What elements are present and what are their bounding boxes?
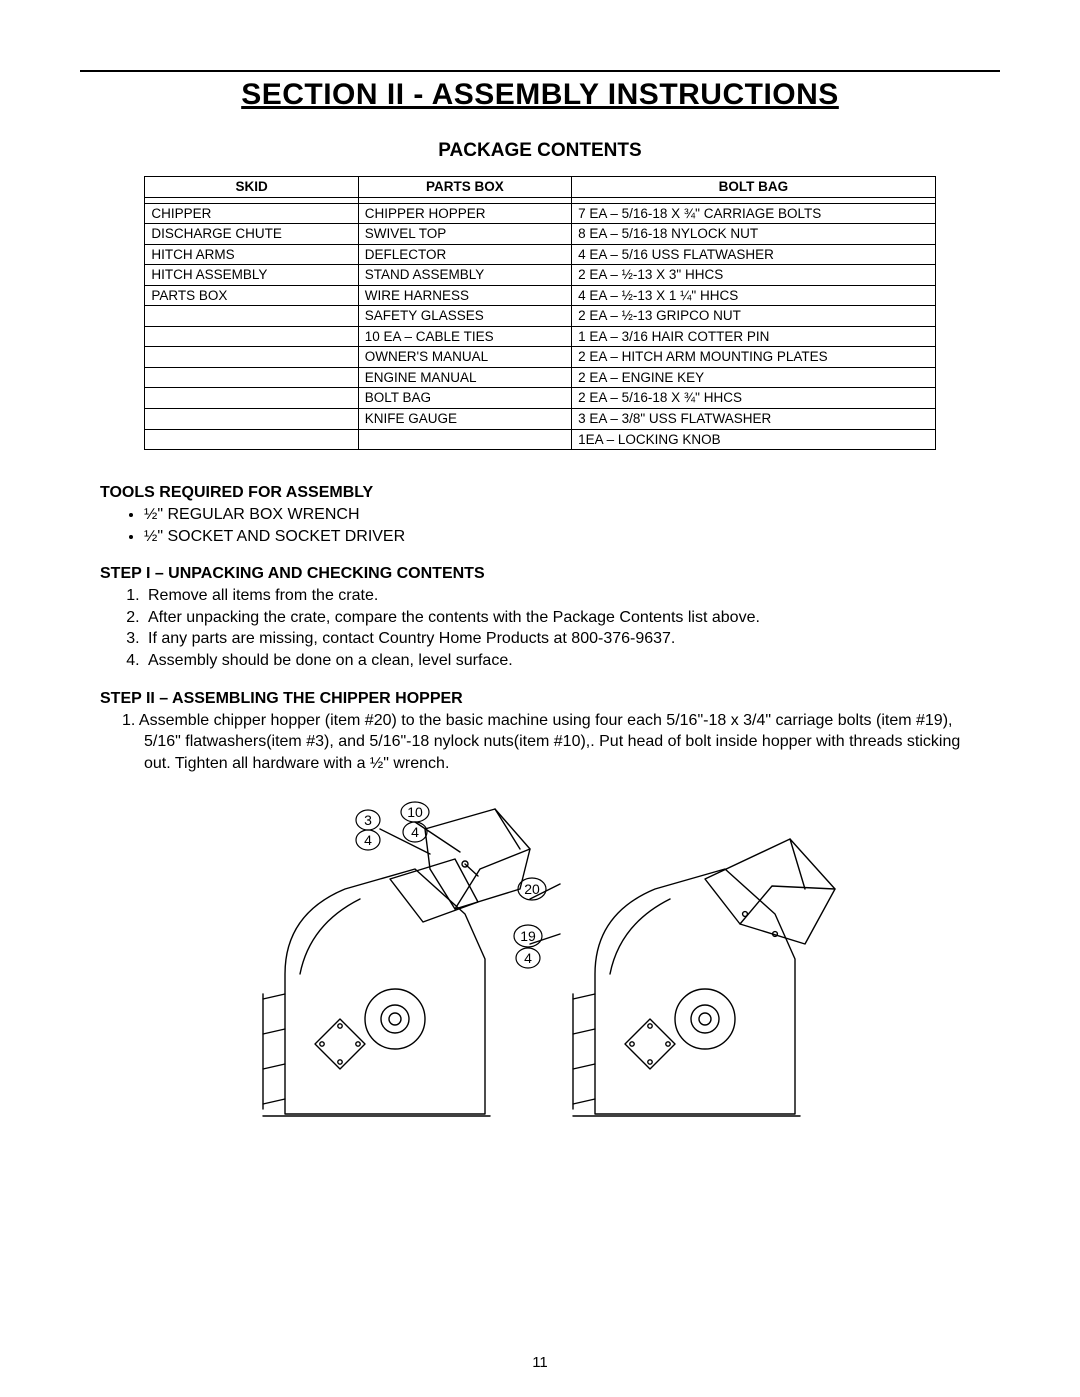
table-cell: BOLT BAG <box>358 388 571 409</box>
th-skid: SKID <box>145 177 358 198</box>
table-cell <box>145 306 358 327</box>
callout-19: 19 <box>520 928 536 944</box>
th-parts-box: PARTS BOX <box>358 177 571 198</box>
table-cell <box>145 326 358 347</box>
callout-20: 20 <box>524 881 540 897</box>
section-title: SECTION II - ASSEMBLY INSTRUCTIONS <box>80 78 1000 112</box>
package-contents-heading: PACKAGE CONTENTS <box>80 140 1000 162</box>
table-cell: 1 EA – 3/16 HAIR COTTER PIN <box>572 326 936 347</box>
list-item: Assembly should be done on a clean, leve… <box>144 650 980 672</box>
table-cell: WIRE HARNESS <box>358 285 571 306</box>
table-cell: 2 EA – HITCH ARM MOUNTING PLATES <box>572 347 936 368</box>
list-item: Remove all items from the crate. <box>144 585 980 607</box>
table-cell: 1EA – LOCKING KNOB <box>572 429 936 450</box>
table-cell <box>145 347 358 368</box>
table-cell: DISCHARGE CHUTE <box>145 224 358 245</box>
package-contents-table: SKID PARTS BOX BOLT BAG CHIPPERCHIPPER H… <box>144 176 935 450</box>
table-cell: HITCH ASSEMBLY <box>145 265 358 286</box>
table-cell: HITCH ARMS <box>145 244 358 265</box>
table-cell: PARTS BOX <box>145 285 358 306</box>
table-cell: KNIFE GAUGE <box>358 409 571 430</box>
table-cell: STAND ASSEMBLY <box>358 265 571 286</box>
table-cell: SWIVEL TOP <box>358 224 571 245</box>
table-row: ENGINE MANUAL2 EA – ENGINE KEY <box>145 367 935 388</box>
table-header-row: SKID PARTS BOX BOLT BAG <box>145 177 935 198</box>
step1-list: Remove all items from the crate.After un… <box>144 585 980 671</box>
tools-list: ½" REGULAR BOX WRENCH½" SOCKET AND SOCKE… <box>144 504 980 547</box>
table-cell: 8 EA – 5/16-18 NYLOCK NUT <box>572 224 936 245</box>
table-cell <box>145 429 358 450</box>
table-cell <box>145 409 358 430</box>
callout-4b: 4 <box>411 824 419 840</box>
table-row: 1EA – LOCKING KNOB <box>145 429 935 450</box>
table-cell <box>358 429 571 450</box>
assembly-diagram: 3 4 10 4 20 19 4 <box>230 794 850 1154</box>
table-row: SAFETY GLASSES2 EA – ½-13 GRIPCO NUT <box>145 306 935 327</box>
table-row: HITCH ASSEMBLYSTAND ASSEMBLY2 EA – ½-13 … <box>145 265 935 286</box>
page-number: 11 <box>0 1354 1080 1371</box>
tools-heading: TOOLS REQUIRED FOR ASSEMBLY <box>100 484 980 502</box>
table-row: KNIFE GAUGE3 EA – 3/8" USS FLATWASHER <box>145 409 935 430</box>
callout-4a: 4 <box>364 832 372 848</box>
list-item: After unpacking the crate, compare the c… <box>144 607 980 629</box>
list-item: ½" SOCKET AND SOCKET DRIVER <box>144 526 980 548</box>
table-cell <box>145 388 358 409</box>
table-cell: 2 EA – 5/16-18 X ¾" HHCS <box>572 388 936 409</box>
table-cell: CHIPPER <box>145 203 358 224</box>
table-cell: 4 EA – ½-13 X 1 ¼" HHCS <box>572 285 936 306</box>
table-cell: 3 EA – 3/8" USS FLATWASHER <box>572 409 936 430</box>
table-cell: DEFLECTOR <box>358 244 571 265</box>
list-item: ½" REGULAR BOX WRENCH <box>144 504 980 526</box>
table-cell: 4 EA – 5/16 USS FLATWASHER <box>572 244 936 265</box>
callout-4c: 4 <box>524 950 532 966</box>
list-item: If any parts are missing, contact Countr… <box>144 628 980 650</box>
step2-heading: STEP II – ASSEMBLING THE CHIPPER HOPPER <box>100 690 980 708</box>
table-cell: ENGINE MANUAL <box>358 367 571 388</box>
table-cell: OWNER'S MANUAL <box>358 347 571 368</box>
table-cell <box>145 367 358 388</box>
table-row: BOLT BAG2 EA – 5/16-18 X ¾" HHCS <box>145 388 935 409</box>
table-cell: 2 EA – ½-13 X 3" HHCS <box>572 265 936 286</box>
table-cell: CHIPPER HOPPER <box>358 203 571 224</box>
step2-text: 1. Assemble chipper hopper (item #20) to… <box>144 710 980 775</box>
th-bolt-bag: BOLT BAG <box>572 177 936 198</box>
table-row: 10 EA – CABLE TIES1 EA – 3/16 HAIR COTTE… <box>145 326 935 347</box>
table-cell: SAFETY GLASSES <box>358 306 571 327</box>
table-row: CHIPPERCHIPPER HOPPER7 EA – 5/16-18 X ¾"… <box>145 203 935 224</box>
table-row: DISCHARGE CHUTESWIVEL TOP8 EA – 5/16-18 … <box>145 224 935 245</box>
table-row: PARTS BOXWIRE HARNESS4 EA – ½-13 X 1 ¼" … <box>145 285 935 306</box>
callout-3: 3 <box>364 812 372 828</box>
top-rule <box>80 70 1000 72</box>
table-cell: 10 EA – CABLE TIES <box>358 326 571 347</box>
callout-10: 10 <box>407 804 423 820</box>
table-cell: 7 EA – 5/16-18 X ¾" CARRIAGE BOLTS <box>572 203 936 224</box>
table-cell: 2 EA – ½-13 GRIPCO NUT <box>572 306 936 327</box>
table-row: OWNER'S MANUAL2 EA – HITCH ARM MOUNTING … <box>145 347 935 368</box>
step1-heading: STEP I – UNPACKING AND CHECKING CONTENTS <box>100 565 980 583</box>
table-row: HITCH ARMSDEFLECTOR4 EA – 5/16 USS FLATW… <box>145 244 935 265</box>
table-cell: 2 EA – ENGINE KEY <box>572 367 936 388</box>
